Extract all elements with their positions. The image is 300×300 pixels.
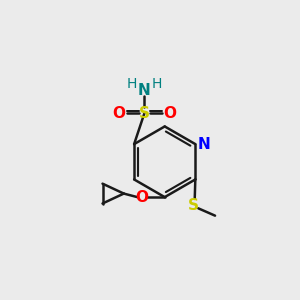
Text: S: S [139, 106, 150, 121]
Text: H: H [152, 77, 162, 91]
Text: N: N [138, 83, 151, 98]
Text: O: O [135, 190, 148, 205]
Text: S: S [188, 198, 199, 213]
Text: N: N [197, 136, 210, 152]
Text: H: H [127, 77, 137, 91]
Text: O: O [112, 106, 125, 121]
Text: O: O [164, 106, 176, 121]
